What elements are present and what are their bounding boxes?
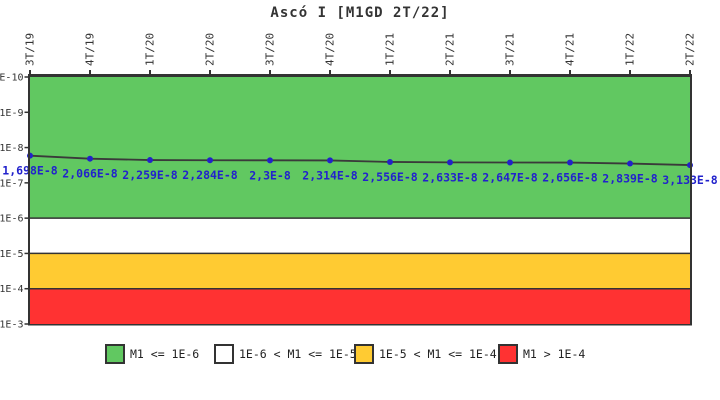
legend-swatch: [105, 344, 125, 364]
data-point: [567, 159, 573, 166]
band-green: [30, 77, 690, 219]
data-point-label: 2,314E-8: [302, 168, 357, 182]
data-point: [627, 160, 633, 167]
data-point: [207, 157, 213, 164]
x-tick-label: 1T/21: [384, 33, 397, 66]
x-tick-label: 4T/19: [84, 33, 97, 66]
y-tick-label: 1E-3: [0, 320, 24, 331]
y-tick-label: 1E-10: [0, 73, 24, 84]
x-tick-label: 1T/20: [144, 33, 157, 66]
data-point-label: 2,647E-8: [482, 170, 537, 184]
data-point: [267, 157, 273, 164]
data-point-label: 2,656E-8: [542, 171, 597, 185]
y-tick-label: 1E-4: [0, 284, 24, 295]
x-tick-label: 2T/21: [444, 33, 457, 66]
band-red: [30, 288, 690, 324]
data-point-label: 1,698E-8: [2, 164, 57, 178]
data-point-label: 2,284E-8: [182, 168, 237, 182]
legend-label: M1 <= 1E-6: [130, 347, 200, 361]
x-tick-label: 3T/19: [24, 33, 37, 66]
y-tick-label: 1E-9: [0, 108, 24, 119]
band-yellow: [30, 253, 690, 289]
data-point-label: 2,839E-8: [602, 172, 657, 186]
legend-swatch: [498, 344, 518, 364]
x-tick-label: 4T/21: [564, 33, 577, 66]
x-tick-label: 3T/20: [264, 33, 277, 66]
x-tick-label: 4T/20: [324, 33, 337, 66]
data-point: [387, 158, 393, 165]
data-point: [507, 159, 513, 166]
data-point-label: 2,3E-8: [249, 168, 291, 182]
data-point-label: 2,556E-8: [362, 170, 417, 184]
data-point: [447, 159, 453, 166]
data-point-label: 2,066E-8: [62, 167, 117, 181]
x-tick-label: 1T/22: [624, 33, 637, 66]
legend-item: 1E-6 < M1 <= 1E-5: [214, 342, 357, 366]
legend-swatch: [214, 344, 234, 364]
series-line: [29, 154, 691, 166]
data-point-label: 2,633E-8: [422, 170, 477, 184]
legend-item: M1 > 1E-4: [498, 342, 585, 366]
data-point-label: 2,259E-8: [122, 168, 177, 182]
data-point: [147, 157, 153, 164]
legend-item: M1 <= 1E-6: [105, 342, 199, 366]
legend-item: 1E-5 < M1 <= 1E-4: [354, 342, 497, 366]
legend-label: M1 > 1E-4: [523, 347, 586, 361]
chart-legend: M1 <= 1E-6 1E-6 < M1 <= 1E-5 1E-5 < M1 <= …: [0, 342, 720, 368]
band-white: [30, 218, 690, 254]
x-tick-label: 2T/22: [684, 33, 697, 66]
x-tick-label: 2T/20: [204, 33, 217, 66]
legend-label: 1E-6 < M1 <= 1E-5: [239, 347, 357, 361]
legend-label: 1E-5 < M1 <= 1E-4: [379, 347, 497, 361]
chart-title: Ascó I [M1GD 2T/22]: [270, 5, 450, 21]
y-tick-label: 1E-8: [0, 143, 24, 154]
data-point: [87, 155, 93, 162]
legend-swatch: [354, 344, 374, 364]
y-tick-label: 1E-6: [0, 214, 24, 225]
y-tick-label: 1E-7: [0, 178, 24, 189]
x-tick-label: 3T/21: [504, 33, 517, 66]
y-tick-label: 1E-5: [0, 249, 24, 260]
data-point: [327, 157, 333, 164]
